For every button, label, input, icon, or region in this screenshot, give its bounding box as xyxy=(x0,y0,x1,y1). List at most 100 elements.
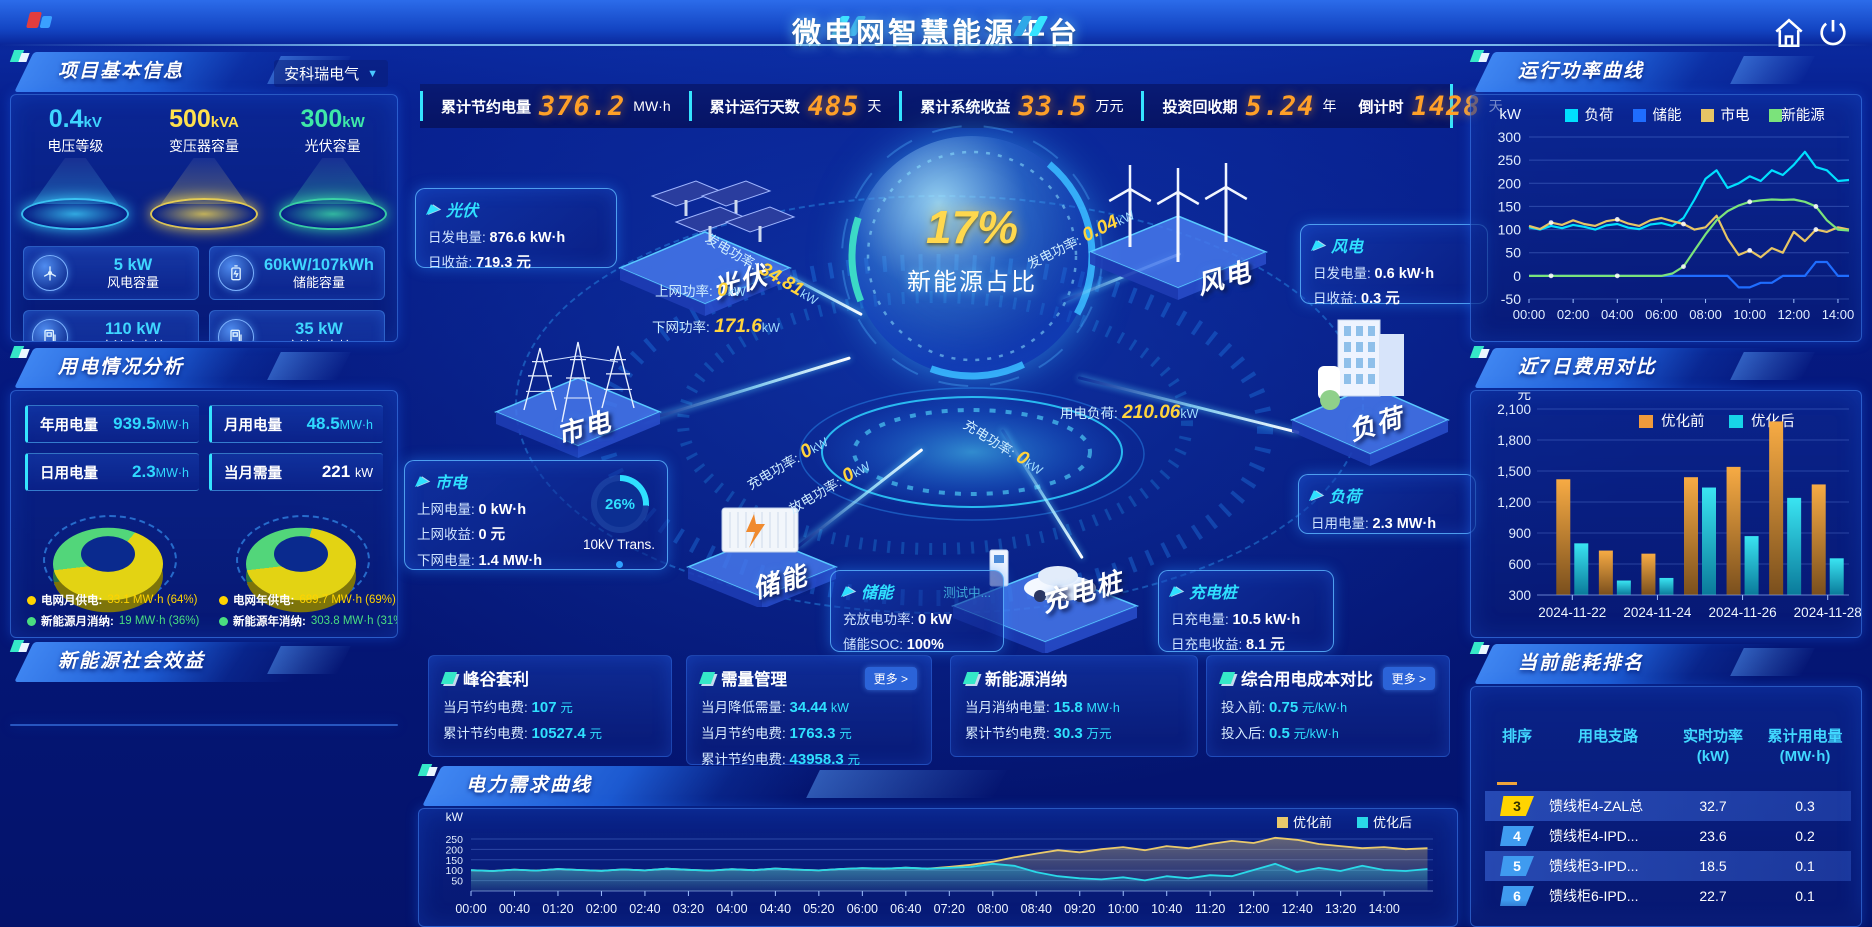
corner-glyph-icon xyxy=(698,672,716,684)
donut-row xyxy=(11,509,397,613)
month-donut-legend: 电网月供电: 33.1 MW·h (64%) 新能源月消纳: 19 MW·h (36… xyxy=(27,587,199,629)
svg-text:150: 150 xyxy=(1498,198,1522,214)
kpi-unit: 天 xyxy=(867,98,882,114)
rank-badge: 4 xyxy=(1500,826,1534,846)
svg-text:2024-11-28: 2024-11-28 xyxy=(1794,605,1861,620)
corner-glyph-icon xyxy=(1218,672,1236,684)
panel-header: 项目基本信息 安科瑞电气 ▼ xyxy=(9,50,398,92)
spotlight-transformer: 500kVA 变压器容量 xyxy=(144,105,264,230)
cost-more-button[interactable]: 更多 > xyxy=(1382,666,1435,690)
svg-text:02:00: 02:00 xyxy=(1557,307,1590,322)
svg-text:07:20: 07:20 xyxy=(934,902,965,916)
chevron-down-icon: ▼ xyxy=(367,67,378,80)
table-row[interactable]: 5 馈线柜3-IPD... 18.5 0.1 xyxy=(1485,851,1851,881)
svg-text:2,100: 2,100 xyxy=(1497,402,1531,417)
wind-info-box: ▶ 风电 日发电量: 0.6 kW·h 日收益: 0.3 元 xyxy=(1300,224,1488,307)
storage-status: 测试中... xyxy=(943,585,991,600)
panel-title: 运行功率曲线 xyxy=(1518,61,1645,82)
sphere-base-rings xyxy=(799,387,1145,521)
panel-header: 当前能耗排名 xyxy=(1469,642,1862,684)
svg-text:09:20: 09:20 xyxy=(1064,902,1095,916)
svg-text:00:00: 00:00 xyxy=(455,902,486,916)
kpi-label: 投资回收期 xyxy=(1162,98,1238,116)
svg-text:kW: kW xyxy=(1499,106,1522,123)
storage-info-box: ▶ 储能 测试中... 充放电功率: 0 kW 储能SOC: 100% xyxy=(830,570,1004,653)
svg-text:01:20: 01:20 xyxy=(542,902,573,916)
panel-body: 250 200 150 100 50 kW 00:00 00:40 01:20 02:00 02:4… xyxy=(418,808,1458,927)
kpi-value: 376.2 xyxy=(539,90,626,122)
svg-text:10:40: 10:40 xyxy=(1151,902,1182,916)
stat-day-usage: 日用电量 2.3MW·h xyxy=(25,453,199,491)
logo-icon xyxy=(26,10,54,32)
chevron-right-icon: ▶ xyxy=(415,473,429,488)
cost-compare-panel: 近7日费用对比 2,100 1,800 1,500 1,200 900 600 300 元优化… xyxy=(1469,346,1862,638)
renewable-percent: 17% xyxy=(925,201,1019,253)
dc-charger-icon xyxy=(32,319,68,341)
transformer-label: 10kV Trans. xyxy=(582,537,656,552)
panel-corner-icon xyxy=(1469,50,1492,66)
panel-corner-icon xyxy=(1469,346,1492,362)
panel-corner-icon xyxy=(9,640,32,656)
cost-compare-box: 综合用电成本对比 更多 > 投入前: 0.75 元/kW·h 投入后: 0.5 … xyxy=(1206,655,1450,757)
svg-text:优化前: 优化前 xyxy=(1293,815,1332,830)
battery-icon xyxy=(218,255,254,291)
panel-header: 运行功率曲线 xyxy=(1469,50,1862,92)
diagram-tick-rings xyxy=(597,254,1273,606)
chevron-right-icon: ▶ xyxy=(1309,487,1323,502)
spotlight-row: 0.4kV 电压等级 500kVA 变压器容量 300kW 光伏容量 xyxy=(11,95,397,230)
svg-text:10:00: 10:00 xyxy=(1108,902,1139,916)
card-dc-charger: 110 kW直流充电桩 xyxy=(23,310,199,341)
svg-text:负荷: 负荷 xyxy=(1585,107,1614,124)
stat-year-usage: 年用电量 939.5MW·h xyxy=(25,405,199,443)
svg-text:250: 250 xyxy=(1498,152,1522,168)
svg-text:2024-11-24: 2024-11-24 xyxy=(1623,605,1692,620)
svg-text:03:20: 03:20 xyxy=(673,902,704,916)
pv-island-illustration xyxy=(618,180,796,316)
load-island-illustration xyxy=(1290,319,1450,466)
energy-rank-panel: 当前能耗排名 排序 用电支路 实时功率 (kW) 累计用电量 (MW·h) 3 馈线… xyxy=(1469,642,1862,927)
panel-title: 用电情况分析 xyxy=(58,357,185,378)
demand-more-button[interactable]: 更多 > xyxy=(864,666,917,690)
kpi-bar: 累计节约电量 376.2 MW·h 累计运行天数 485 天 累计系统收益 33… xyxy=(420,84,1503,128)
svg-text:kW: kW xyxy=(446,810,464,824)
table-row[interactable]: 3 馈线柜4-ZAL总 32.7 0.3 xyxy=(1485,791,1851,821)
kpi-unit: 万元 xyxy=(1095,98,1124,114)
svg-text:00:00: 00:00 xyxy=(1513,307,1546,322)
panel-body: 排序 用电支路 实时功率 (kW) 累计用电量 (MW·h) 3 馈线柜4-ZAL总… xyxy=(1470,686,1862,927)
panel-body: 300 250 200 150 100 50 0 -50 00:00 02:00 04:00 06:0… xyxy=(1470,94,1862,342)
panel-title: 近7日费用对比 xyxy=(1518,357,1657,378)
svg-text:新能源: 新能源 xyxy=(1781,107,1825,124)
chevron-right-icon: ▶ xyxy=(1169,583,1183,598)
svg-text:2024-11-22: 2024-11-22 xyxy=(1538,605,1606,620)
svg-text:优化后: 优化后 xyxy=(1373,815,1412,830)
svg-text:10:00: 10:00 xyxy=(1733,307,1766,322)
svg-text:300: 300 xyxy=(1508,588,1531,603)
panel-header: 近7日费用对比 xyxy=(1469,346,1862,388)
kpi-label: 累计节约电量 xyxy=(441,98,532,116)
rank-badge: 3 xyxy=(1500,796,1534,816)
kpi-value: 33.5 xyxy=(1018,90,1088,122)
company-dropdown[interactable]: 安科瑞电气 ▼ xyxy=(274,60,388,87)
spotlight-disc xyxy=(21,198,130,230)
panel-corner-icon xyxy=(9,346,32,362)
svg-text:08:00: 08:00 xyxy=(977,902,1008,916)
svg-text:200: 200 xyxy=(1498,175,1522,191)
home-button[interactable] xyxy=(1772,16,1806,50)
svg-text:06:00: 06:00 xyxy=(847,902,878,916)
transformer-load-gauge: 26% xyxy=(591,475,649,533)
power-button[interactable] xyxy=(1816,16,1850,50)
table-row[interactable]: 4 馈线柜4-IPD... 23.6 0.2 xyxy=(1485,821,1851,851)
chevron-right-icon: ▶ xyxy=(1311,237,1325,252)
panel-header: 新能源社会效益 xyxy=(9,640,398,682)
wind-turbine-icon xyxy=(32,255,68,291)
kpi-payback-and-countdown: 投资回收期 5.24 年 倒计时 1428 天 xyxy=(1141,91,1520,122)
month-supply-donut xyxy=(42,509,177,613)
svg-text:11:20: 11:20 xyxy=(1195,902,1225,916)
panel-body: 年用电量 939.5MW·h 月用电量 48.5MW·h 日用电量 2.3MW·… xyxy=(10,390,398,638)
spotlight-disc xyxy=(149,198,258,230)
kpi-total-saved-energy: 累计节约电量 376.2 MW·h xyxy=(420,90,689,122)
gauge-dot xyxy=(616,561,623,568)
svg-text:1,800: 1,800 xyxy=(1497,433,1531,448)
spotlight-disc xyxy=(278,198,387,230)
